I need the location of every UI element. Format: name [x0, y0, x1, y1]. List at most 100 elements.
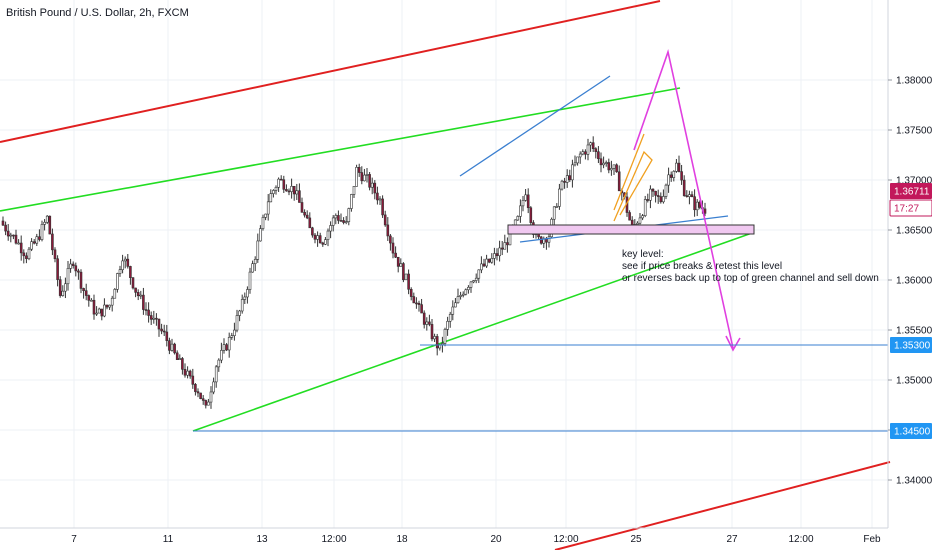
candle-body — [571, 164, 574, 181]
candle-body — [217, 359, 221, 368]
candle-body — [391, 242, 395, 254]
candle-body — [456, 296, 460, 304]
candle-body — [256, 240, 260, 260]
candle-body — [136, 292, 140, 297]
candle-body — [441, 343, 444, 345]
candle-body — [222, 344, 226, 351]
candle-body — [196, 391, 200, 394]
candle-body — [373, 182, 377, 194]
candle-body — [506, 242, 509, 246]
candle-body — [641, 215, 644, 219]
candle-body — [248, 271, 252, 290]
candle-body — [672, 171, 676, 178]
candles — [1, 136, 707, 409]
candle-body — [417, 302, 421, 305]
green-channel-top — [0, 87, 681, 212]
candle-body — [651, 188, 655, 192]
candle-body — [485, 258, 488, 267]
candle-body — [282, 179, 286, 190]
candle-body — [461, 293, 465, 296]
candle-body — [126, 258, 130, 267]
candle-body — [123, 258, 127, 262]
red-channel-bottom — [554, 461, 891, 550]
candle-body — [92, 299, 96, 315]
x-tick-label: 27 — [726, 534, 738, 545]
candle-body — [521, 200, 525, 207]
candle-body — [129, 266, 132, 278]
candle-body — [131, 277, 135, 289]
y-axis[interactable]: 1.38000 1.37500 1.37000 1.36500 1.36000 1.355… — [887, 0, 932, 528]
candle-body — [19, 242, 23, 254]
candle-body — [386, 224, 390, 237]
candle-body — [201, 398, 205, 401]
candle-body — [667, 174, 670, 186]
candle-body — [357, 167, 361, 173]
candle-body — [578, 153, 582, 158]
candle-body — [617, 171, 621, 192]
candle-body — [118, 269, 122, 274]
candle-body — [677, 162, 681, 172]
candle-body — [662, 196, 665, 203]
candle-body — [329, 225, 332, 232]
candle-body — [95, 312, 98, 315]
candle-body — [321, 242, 325, 245]
candle-body — [394, 252, 397, 258]
x-axis[interactable]: 7 11 13 12:00 18 20 12:00 25 27 12:00 Feb — [0, 527, 888, 545]
candle-body — [324, 239, 327, 245]
candle-body — [659, 196, 663, 203]
candle-body — [183, 369, 187, 376]
y-tick-label: 1.36500 — [896, 226, 932, 237]
candle-body — [352, 186, 356, 195]
candle-body — [69, 263, 72, 269]
candle-body — [209, 391, 213, 403]
candle-body — [355, 167, 358, 187]
candle-body — [347, 208, 351, 222]
candle-body — [157, 318, 161, 330]
candle-body — [568, 175, 572, 181]
candle-body — [467, 287, 470, 291]
candle-body — [498, 247, 501, 257]
red-channel-top — [0, 0, 661, 143]
candle-body — [204, 400, 208, 406]
candle-body — [435, 336, 439, 349]
candle-body — [162, 330, 166, 333]
candle-body — [477, 269, 481, 279]
candle-body — [4, 224, 7, 232]
candle-body — [690, 194, 694, 198]
candle-body — [654, 190, 657, 196]
x-tick-label: 25 — [630, 534, 642, 545]
candle-body — [116, 273, 119, 290]
candle-body — [220, 350, 223, 361]
candle-body — [412, 296, 416, 304]
level-tag-1-bg — [890, 337, 932, 353]
orange-wedge-upper — [613, 133, 645, 211]
x-tick-label: 11 — [163, 534, 174, 545]
candle-body — [680, 171, 683, 181]
candle-body — [48, 215, 52, 235]
candle-body — [503, 242, 507, 250]
price-tags: 1.36711 17:27 1.35300 1.34500 — [889, 183, 932, 439]
candle-body — [207, 401, 210, 406]
candle-body — [389, 235, 392, 244]
x-tick-label: 12:00 — [788, 534, 813, 545]
channel-lines — [0, 0, 891, 550]
candle-body — [230, 335, 234, 338]
candle-body — [64, 283, 67, 292]
candle-body — [370, 182, 374, 188]
candle-body — [524, 194, 527, 201]
candle-body — [318, 235, 322, 244]
candle-body — [404, 273, 408, 281]
key-level-zone — [507, 224, 755, 235]
candle-body — [160, 328, 163, 332]
candle-body — [134, 287, 137, 293]
candle-body — [448, 313, 452, 322]
candle-body — [14, 234, 18, 244]
y-tick-label: 1.37000 — [896, 176, 932, 187]
candle-body — [656, 195, 660, 197]
candle-body — [214, 366, 218, 383]
candle-body — [573, 162, 577, 166]
candle-body — [82, 288, 85, 292]
candle-body — [6, 230, 10, 237]
candle-body — [90, 299, 93, 302]
